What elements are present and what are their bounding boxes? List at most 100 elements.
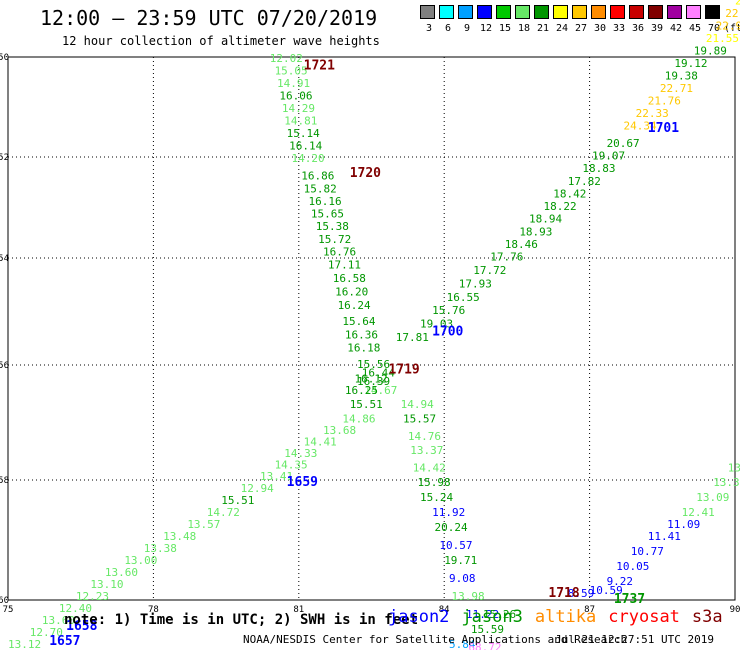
wave-height-value: 15.59 — [471, 623, 504, 636]
wave-height-value: 14.29 — [282, 102, 315, 115]
legend-swatch — [686, 5, 701, 19]
wave-height-value: 13.48 — [163, 530, 196, 543]
pass-time-label: 1737 — [614, 592, 645, 607]
wave-height-value: 15.64 — [342, 315, 375, 328]
wave-height-value: 15.98 — [418, 476, 451, 489]
y-tick-label: -60 — [0, 596, 9, 606]
legend-label: 42 — [669, 23, 683, 34]
wave-height-value: 24.34 — [624, 120, 657, 133]
legend-swatch — [515, 5, 530, 19]
wave-height-value: 16.86 — [301, 170, 334, 183]
wave-height-value: 19.38 — [665, 70, 698, 83]
pass-time-label: 1721 — [304, 59, 335, 74]
wave-height-value: 13.09 — [696, 491, 729, 504]
wave-height-value: 17.81 — [396, 331, 429, 344]
legend-swatch — [629, 5, 644, 19]
wave-height-value: 17.93 — [459, 277, 492, 290]
wave-height-value: 9.22 — [607, 575, 634, 588]
legend-swatch — [705, 5, 720, 19]
wave-height-value: 15.65 — [311, 208, 344, 221]
map-frame — [7, 56, 736, 601]
wave-height-value: 15.38 — [316, 220, 349, 233]
pass-time-label: 1700 — [432, 325, 463, 340]
wave-height-value: 13.98 — [451, 590, 484, 603]
legend-swatch — [439, 5, 454, 19]
y-tick-label: -52 — [0, 153, 9, 163]
wave-height-value: 16.16 — [308, 195, 341, 208]
wave-height-value: 14.91 — [277, 77, 310, 90]
wave-height-value: 10.05 — [616, 560, 649, 573]
legend-label: 21 — [536, 23, 550, 34]
wave-height-value: 13.68 — [323, 424, 356, 437]
legend-label: 33 — [612, 23, 626, 34]
wave-height-value: 16.44 — [362, 367, 395, 380]
wave-height-value: 16.14 — [289, 140, 322, 153]
wave-height-value: 14.81 — [284, 115, 317, 128]
wave-height-value: 22.71 — [660, 82, 693, 95]
x-tick-label: 84 — [439, 605, 450, 615]
legend-label: 18 — [517, 23, 531, 34]
pass-time-label: 1658 — [66, 619, 97, 634]
wave-height-value: 13.10 — [90, 578, 123, 591]
wave-height-value: 18.93 — [519, 225, 552, 238]
wave-height-value: 15.56 — [357, 358, 390, 371]
wave-height-value: 12.40 — [59, 602, 92, 615]
wave-height-value: 68.72 — [468, 641, 501, 650]
wave-height-value: 13.00 — [124, 554, 157, 567]
legend-label: 3 — [425, 23, 433, 34]
wave-height-value: 13.60 — [42, 614, 75, 627]
satellite-name: jason3 — [461, 607, 523, 627]
wave-height-value: 16.06 — [279, 90, 312, 103]
legend-swatch — [534, 5, 549, 19]
pass-time-label: 1657 — [49, 634, 80, 649]
wave-height-value: 14.67 — [364, 384, 397, 397]
wave-height-value: 5.84 — [449, 638, 476, 650]
wave-height-value: 18.83 — [582, 162, 615, 175]
legend-label: 36 — [631, 23, 645, 34]
satellite-name: altika — [534, 607, 597, 627]
satellite-name: s3a — [691, 607, 723, 627]
wave-height-value: 15.26 — [483, 608, 516, 621]
wave-height-value: 14.33 — [284, 447, 317, 460]
legend-label: (ft) — [724, 23, 740, 34]
y-tick-label: -56 — [0, 361, 9, 371]
wave-height-value: 22.47 — [725, 7, 740, 20]
y-tick-label: -54 — [0, 254, 9, 264]
axis-tick-labels: 75 78 81 84 87 90 -50 -52 -54 -56 -58 -60 — [0, 53, 740, 615]
legend-label: 9 — [463, 23, 471, 34]
wave-height-value: 10.77 — [631, 545, 664, 558]
legend-swatch — [458, 5, 473, 19]
wave-height-value: 14.41 — [304, 436, 337, 449]
x-tick-label: 87 — [584, 605, 595, 615]
wave-height-value: 21.99 — [735, 0, 740, 8]
wave-height-value: 16.18 — [347, 342, 380, 355]
wave-height-value: 18.22 — [544, 200, 577, 213]
wave-height-value: 20.67 — [607, 137, 640, 150]
wave-height-value: 10.57 — [439, 539, 472, 552]
wave-height-value: 17.72 — [473, 264, 506, 277]
wave-height-value: 14.72 — [207, 506, 240, 519]
legend-label: 39 — [650, 23, 664, 34]
wave-height-values: 12.0215.0514.9116.0614.2914.8115.1416.14… — [8, 0, 740, 650]
wave-height-value: 14.76 — [408, 430, 441, 443]
legend-label: 12 — [479, 23, 493, 34]
wave-height-value: 15.51 — [221, 494, 254, 507]
wave-height-value: 11.09 — [667, 518, 700, 531]
satellite-legend: jason2 jason3 altika cryosat s3a — [388, 607, 735, 627]
wave-height-value: 19.12 — [674, 57, 707, 70]
wave-height-value: 16.24 — [338, 299, 371, 312]
legend-label: 15 — [498, 23, 512, 34]
pass-time-label: 1659 — [287, 475, 318, 490]
wave-height-value: 18.94 — [529, 213, 562, 226]
wave-height-value: 16.58 — [333, 272, 366, 285]
wave-height-value: 13.41 — [260, 470, 293, 483]
pass-time-label: 1701 — [648, 121, 679, 136]
wave-height-value: 12.23 — [76, 590, 109, 603]
wave-height-value: 13.37 — [410, 444, 443, 457]
wave-height-value: 15.57 — [403, 413, 436, 426]
legend-swatch — [667, 5, 682, 19]
legend-label: 45 — [688, 23, 702, 34]
x-tick-label: 81 — [293, 605, 304, 615]
wave-height-value: 18.46 — [505, 238, 538, 251]
credit-line: NOAA/NESDIS Center for Satellite Applica… — [243, 633, 628, 646]
